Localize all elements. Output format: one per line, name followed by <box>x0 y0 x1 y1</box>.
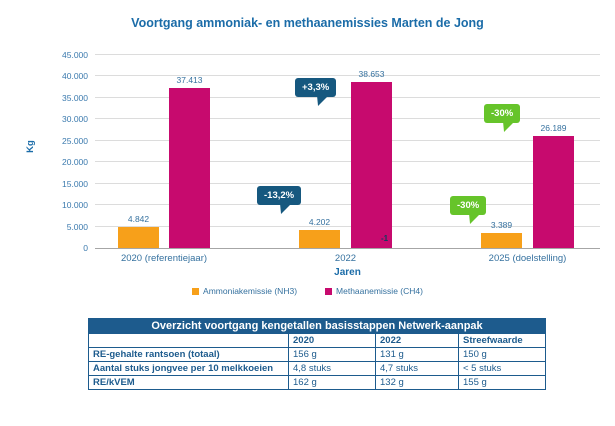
table-cell: 132 g <box>375 375 459 390</box>
table-header-row: 2020 2022 Streefwaarde <box>88 333 547 348</box>
bar-ch4-2020 <box>169 88 210 248</box>
gridline <box>95 75 600 77</box>
callout-text: -13,2% <box>264 190 295 201</box>
bar-value-label: 26.189 <box>540 123 567 133</box>
table-cell: 156 g <box>288 347 376 362</box>
legend-swatch <box>192 287 200 295</box>
gridline <box>95 161 600 163</box>
table-cell: 4,8 stuks <box>288 361 376 376</box>
table-row-label: Aantal stuks jongvee per 10 melkkoeien <box>88 361 289 376</box>
clipped-label-artifact: -1 <box>381 234 389 243</box>
gridline <box>95 204 600 206</box>
y-axis-tick-label: 45.000 <box>62 50 88 60</box>
bar-value-label: 38.653 <box>358 69 385 79</box>
gridline <box>95 139 600 141</box>
gridline <box>95 96 600 98</box>
bar-ch4-2022 <box>351 82 392 248</box>
legend-item: Ammoniakemissie (NH3) <box>192 286 297 296</box>
callout-tail <box>501 121 516 132</box>
y-axis-tick-label: 40.000 <box>62 71 88 82</box>
table-row-label: RE-gehalte rantsoen (totaal) <box>88 347 289 362</box>
y-axis-tick-label: 0 <box>83 243 88 253</box>
bar-nh3-2025 <box>481 233 522 248</box>
callout-text: -30% <box>491 108 514 119</box>
y-axis-tick-label: 30.000 <box>62 114 88 125</box>
table-cell: 4,7 stuks <box>375 361 459 376</box>
callout-blue: -13,2% <box>257 186 302 214</box>
y-axis-tick-label: 25.000 <box>62 135 88 146</box>
chart-legend: Ammoniakemissie (NH3) Methaanemissie (CH4… <box>0 286 615 296</box>
table-row-label: RE/kVEM <box>88 375 289 390</box>
legend-label: Methaanemissie (CH4) <box>336 286 423 296</box>
bar-value-label: 4.842 <box>127 214 150 224</box>
gridline <box>95 248 600 249</box>
table-cell: 150 g <box>457 347 547 362</box>
x-axis-category-label: 2020 (referentiejaar) <box>120 253 208 264</box>
gridline <box>95 54 600 55</box>
table-row: Aantal stuks jongvee per 10 melkkoeien 4,… <box>88 361 547 376</box>
table-title: Overzicht voortgang kengetallen basissta… <box>87 318 547 334</box>
table-cell: 131 g <box>375 347 459 362</box>
table-title-row: Overzicht voortgang kengetallen basissta… <box>87 318 547 334</box>
bar-value-label: 3.389 <box>490 220 513 230</box>
gridline <box>95 225 600 227</box>
x-axis-category-label: 2025 (doelstelling) <box>488 253 567 264</box>
y-axis-tick-label: 20.000 <box>62 157 88 168</box>
legend-label: Ammoniakemissie (NH3) <box>203 286 298 296</box>
callout-tail <box>278 203 293 214</box>
plot-area: Kg Jaren 0 5.000 10.000 15.000 20.000 25.000 3… <box>25 50 600 278</box>
bar-nh3-2020 <box>118 227 159 248</box>
bar-value-label: 37.413 <box>176 75 203 85</box>
y-axis-tick-label: 15.000 <box>62 178 88 189</box>
table-row: RE/kVEM 162 g 132 g 155 g <box>88 375 547 390</box>
y-axis-tick-label: 5.000 <box>66 221 88 232</box>
bar-nh3-2022 <box>299 230 340 248</box>
table-header-cell <box>88 333 289 348</box>
callout-green: -30% <box>484 104 521 132</box>
chart-title: Voortgang ammoniak- en methaanemissies M… <box>131 16 484 30</box>
y-axis-tick-label: 10.000 <box>62 200 88 211</box>
table-cell: < 5 stuks <box>457 361 547 376</box>
kpi-table: Overzicht voortgang kengetallen basissta… <box>87 318 547 390</box>
table-header-cell: Streefwaarde <box>457 333 547 348</box>
legend-swatch <box>325 287 333 295</box>
callout-green: -30% <box>450 196 487 224</box>
y-axis-title: Kg <box>24 140 36 153</box>
table-row: RE-gehalte rantsoen (totaal) 156 g 131 g 15… <box>88 347 547 362</box>
bar-ch4-2025 <box>533 136 574 248</box>
callout-tail <box>467 213 482 224</box>
y-axis-tick-label: 35.000 <box>62 92 88 103</box>
x-axis-category-label: 2022 <box>334 253 357 264</box>
callout-blue: +3,3% <box>295 78 337 106</box>
bar-value-label: 4.202 <box>308 217 331 227</box>
table-cell: 155 g <box>457 375 547 390</box>
legend-item: Methaanemissie (CH4) <box>325 286 423 296</box>
x-axis-title: Jaren <box>334 267 361 278</box>
table-header-cell: 2022 <box>375 333 459 348</box>
gridline <box>95 182 600 184</box>
callout-text: -30% <box>457 200 480 211</box>
gridline <box>95 118 600 120</box>
table-header-cell: 2020 <box>288 333 376 348</box>
callout-text: +3,3% <box>302 82 330 93</box>
table-cell: 162 g <box>288 375 376 390</box>
callout-tail <box>314 95 329 106</box>
